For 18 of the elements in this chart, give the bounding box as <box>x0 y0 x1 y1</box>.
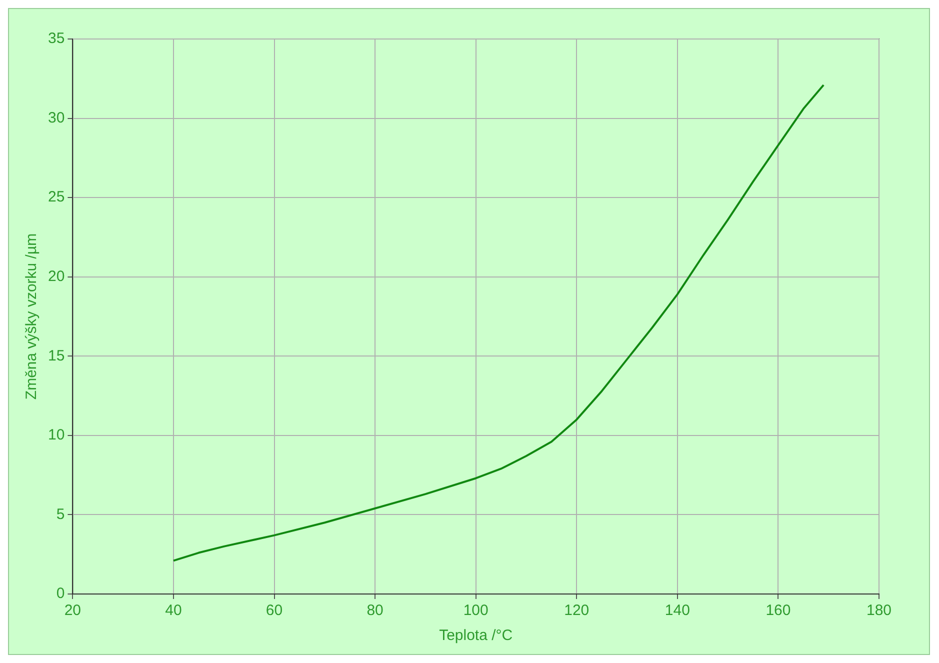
y-tick-label: 25 <box>48 188 65 206</box>
x-tick-label: 40 <box>165 602 182 620</box>
y-tick-label: 5 <box>56 506 65 523</box>
y-tick-label: 20 <box>48 268 65 285</box>
x-tick-label: 80 <box>366 602 384 620</box>
y-tick-label: 15 <box>48 347 65 364</box>
x-tick-label: 180 <box>866 602 892 620</box>
x-tick-label: 120 <box>564 602 590 620</box>
x-tick-label: 160 <box>766 602 791 620</box>
y-tick-label: 0 <box>56 585 65 602</box>
y-axis-title: Změna výšky vzorku /µm <box>23 233 40 400</box>
x-tick-label: 60 <box>266 602 283 620</box>
x-tick-label: 140 <box>664 602 690 620</box>
y-tick-label: 35 <box>48 30 65 48</box>
y-tick-label: 30 <box>48 109 65 126</box>
y-tick-label: 10 <box>48 426 65 444</box>
x-axis-title: Teplota /°C <box>439 627 513 644</box>
x-tick-label: 100 <box>463 602 488 620</box>
